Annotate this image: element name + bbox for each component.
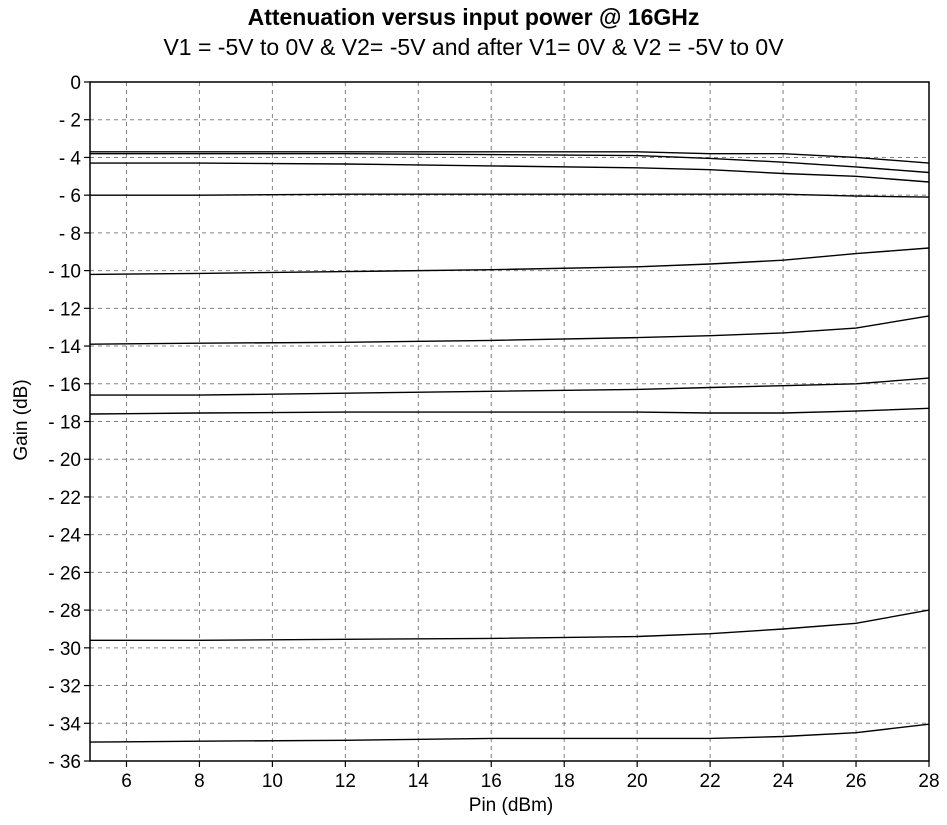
series-line-6 <box>89 315 930 345</box>
y-tick-label: - 28 <box>48 601 81 622</box>
x-tick-label: 26 <box>845 771 866 792</box>
x-tick-label: 10 <box>262 771 283 792</box>
series-line-8 <box>89 407 930 415</box>
x-tick-label: 14 <box>408 771 430 792</box>
y-tick-label: - 30 <box>48 639 81 660</box>
series-line-7 <box>90 377 930 396</box>
x-axis-ticks: 6 8 10 12 14 16 18 20 22 24 26 28 <box>121 761 940 792</box>
series-line-10 <box>89 723 930 743</box>
y-tick-label: - 22 <box>48 488 81 509</box>
y-tick-label: - 2 <box>59 111 81 132</box>
y-axis-ticks: 0 - 2 - 4 - 6 - 8 - 10 - 12 - 14 - 16 - 18 - 20 - 2… <box>48 73 90 773</box>
series-line-3 <box>90 162 930 183</box>
x-tick-label: 22 <box>700 771 721 792</box>
x-tick-label: 18 <box>554 771 575 792</box>
y-tick-label: 0 <box>70 73 81 94</box>
y-tick-label: - 24 <box>48 526 81 547</box>
y-tick-label: - 10 <box>48 262 81 283</box>
y-tick-label: - 32 <box>48 677 81 698</box>
x-tick-label: 6 <box>121 771 132 792</box>
x-tick-label: 16 <box>481 771 502 792</box>
series-line-4 <box>90 193 930 198</box>
x-tick-label: 24 <box>773 771 795 792</box>
x-tick-label: 20 <box>627 771 648 792</box>
y-tick-label: - 12 <box>48 299 81 320</box>
y-tick-label: - 14 <box>48 337 81 358</box>
series-line-2 <box>90 152 930 174</box>
series-line-5 <box>89 247 930 276</box>
y-tick-label: - 36 <box>48 752 81 773</box>
y-tick-label: - 18 <box>48 413 81 434</box>
y-tick-label: - 4 <box>59 148 82 169</box>
series-line-9 <box>90 609 930 641</box>
series-line-1 <box>90 151 930 164</box>
y-tick-label: - 20 <box>48 450 81 471</box>
x-tick-label: 12 <box>335 771 356 792</box>
x-axis-label: Pin (dBm) <box>469 795 553 816</box>
y-tick-label: - 6 <box>59 186 81 207</box>
series-lines <box>89 151 930 743</box>
x-tick-label: 8 <box>194 771 205 792</box>
x-tick-label: 28 <box>918 771 939 792</box>
y-tick-label: - 26 <box>48 563 81 584</box>
y-axis-label: Gain (dB) <box>11 379 32 460</box>
chart-subtitle: V1 = -5V to 0V & V2= -5V and after V1= 0… <box>163 34 784 60</box>
y-tick-label: - 8 <box>59 224 81 245</box>
chart-title: Attenuation versus input power @ 16GHz <box>247 4 700 30</box>
y-tick-label: - 34 <box>48 714 81 735</box>
grid-lines <box>90 82 930 761</box>
y-tick-label: - 16 <box>48 375 81 396</box>
